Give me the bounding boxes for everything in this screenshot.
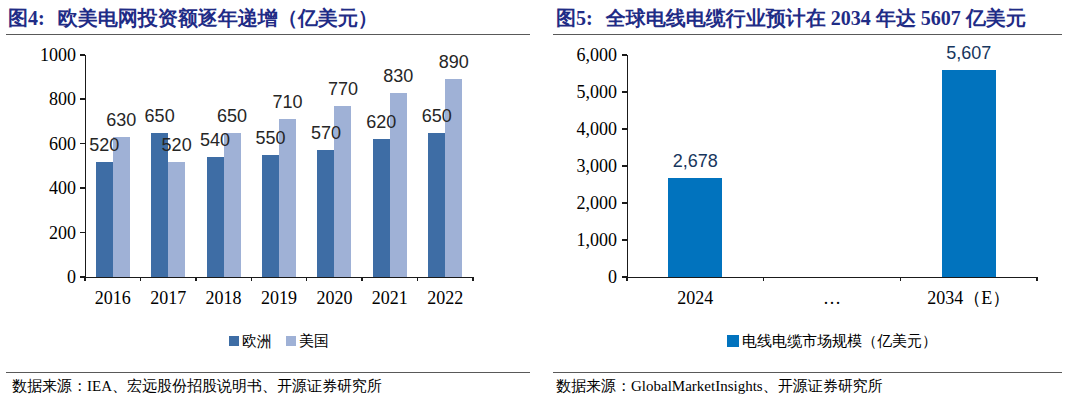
figure-4-title-rule (6, 34, 530, 35)
legend-swatch-icon (286, 336, 296, 346)
bar-value-label: 630 (86, 110, 156, 130)
figure-4-source: 数据来源：IEA、宏远股份招股说明书、开源证券研究所 (12, 377, 382, 396)
bar-美国-2018 (224, 133, 241, 277)
x-axis-tick (626, 277, 628, 281)
figure-5-title-text: 全球电线电缆行业预计在 2034 年达 5607 亿美元 (606, 7, 1026, 29)
y-axis-label: 0 (6, 268, 76, 286)
y-axis-tick (622, 202, 627, 204)
bar-value-label: 5,607 (934, 43, 1004, 63)
figure-5-source-rule (553, 372, 1062, 373)
figure-5-title: 图5: 全球电线电缆行业预计在 2034 年达 5607 亿美元 (556, 5, 1026, 32)
figure-5-title-rule (553, 34, 1062, 35)
figure-4-source-rule (6, 372, 530, 373)
bar-美国-2016 (113, 137, 130, 277)
x-axis-tick (417, 277, 419, 281)
x-axis-category-label: 2034（E） (900, 289, 1037, 308)
y-axis-label: 0 (547, 268, 617, 286)
legend-item: 电线电缆市场规模（亿美元） (727, 333, 937, 349)
figure-4-title-text: 欧美电网投资额逐年递增（亿美元） (58, 7, 378, 29)
x-axis-tick (1036, 277, 1038, 281)
y-axis-label: 5,000 (547, 83, 617, 101)
y-axis-tick (80, 54, 85, 56)
x-axis-category-label: 2021 (362, 289, 417, 308)
report-figures-page: 图4: 欧美电网投资额逐年递增（亿美元） 数据来源：IEA、宏远股份招股说明书、开… (0, 0, 1080, 405)
bar-欧洲-2021 (373, 139, 390, 277)
y-axis-label: 1000 (6, 46, 76, 64)
y-axis-tick (622, 239, 627, 241)
legend-swatch-icon (727, 335, 739, 347)
y-axis-tick (622, 165, 627, 167)
bar-电线电缆市场规模（亿美元）-2034（E） (942, 70, 996, 277)
bar-美国-2017 (168, 162, 185, 277)
bar-欧洲-2018 (207, 157, 224, 277)
legend-label: 欧洲 (242, 333, 272, 349)
legend-swatch-icon (229, 336, 239, 346)
y-axis-label: 3,000 (547, 157, 617, 175)
y-axis-label: 4,000 (547, 120, 617, 138)
chart4-legend: 欧洲 美国 (229, 333, 329, 349)
x-axis-category-label: 2017 (140, 289, 195, 308)
bar-value-label: 890 (419, 52, 489, 72)
bar-value-label: 520 (142, 135, 212, 155)
x-axis-category-label: 2019 (251, 289, 306, 308)
y-axis-tick (80, 232, 85, 234)
y-axis-tick (80, 187, 85, 189)
y-axis-tick (622, 54, 627, 56)
legend-label: 美国 (299, 333, 329, 349)
bar-欧洲-2016 (96, 162, 113, 277)
y-axis-label: 600 (6, 135, 76, 153)
chart5-legend: 电线电缆市场规模（亿美元） (727, 333, 937, 349)
y-axis-label: 800 (6, 90, 76, 108)
legend-item: 欧洲 (229, 333, 272, 349)
y-axis-label: 1,000 (547, 231, 617, 249)
bar-value-label: 650 (402, 106, 472, 126)
bar-欧洲-2019 (262, 155, 279, 277)
x-axis-category-label: 2018 (196, 289, 251, 308)
y-axis-label: 6,000 (547, 46, 617, 64)
x-axis-tick (472, 277, 474, 281)
figure-5-source: 数据来源：GlobalMarketInsights、开源证券研究所 (556, 377, 883, 396)
bar-value-label: 2,678 (660, 151, 730, 171)
y-axis-tick (80, 98, 85, 100)
x-axis-tick (251, 277, 253, 281)
bar-欧洲-2022 (428, 133, 445, 277)
y-axis-label: 2,000 (547, 194, 617, 212)
y-axis-tick (622, 128, 627, 130)
x-axis-category-label: 2016 (85, 289, 140, 308)
x-axis-tick (763, 277, 765, 281)
legend-label: 电线电缆市场规模（亿美元） (742, 333, 937, 349)
x-axis-tick (900, 277, 902, 281)
x-axis-tick (361, 277, 363, 281)
x-axis-tick (140, 277, 142, 281)
x-axis-tick (306, 277, 308, 281)
x-axis-category-label: 2022 (418, 289, 473, 308)
x-axis-category-label: 2024 (627, 289, 764, 308)
figure-4-label: 图4: (8, 7, 45, 29)
x-axis-tick (195, 277, 197, 281)
bar-value-label: 520 (69, 135, 139, 155)
x-axis-category-label: … (764, 289, 901, 308)
x-axis-tick (84, 277, 86, 281)
figure-5-label: 图5: (556, 7, 593, 29)
y-axis-tick (622, 91, 627, 93)
bar-电线电缆市场规模（亿美元）-2024 (668, 178, 722, 277)
legend-item: 美国 (286, 333, 329, 349)
bar-欧洲-2020 (317, 150, 334, 277)
x-axis-category-label: 2020 (307, 289, 362, 308)
y-axis-label: 400 (6, 179, 76, 197)
y-axis-label: 200 (6, 224, 76, 242)
figure-4-title: 图4: 欧美电网投资额逐年递增（亿美元） (8, 5, 378, 32)
